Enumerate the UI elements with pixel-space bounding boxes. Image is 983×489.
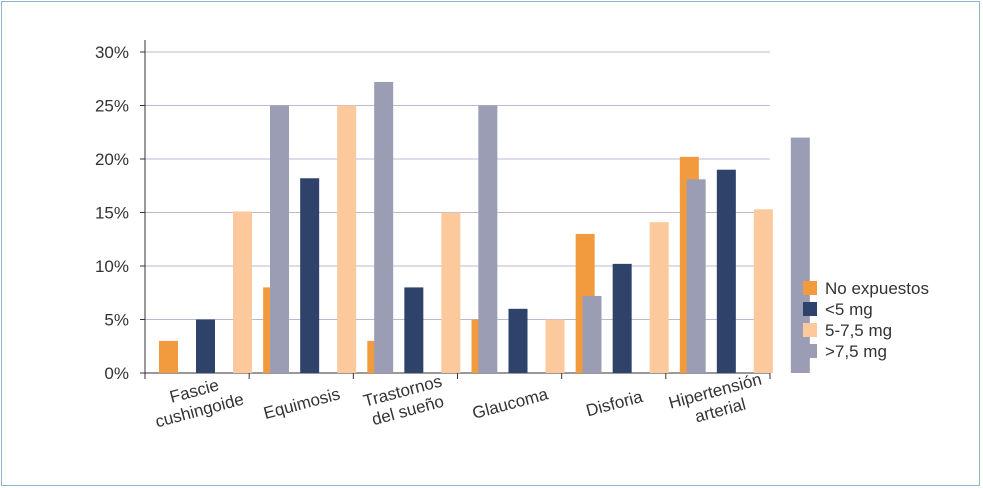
bar (686, 179, 706, 373)
bar (545, 319, 565, 373)
y-tick-label: 10% (95, 257, 129, 276)
legend-swatch (803, 281, 817, 295)
bar (649, 222, 669, 373)
legend-label: No expuestos (825, 279, 929, 298)
x-category-label: Disforia (584, 387, 645, 420)
bar (233, 211, 252, 373)
bar (337, 105, 357, 373)
y-tick-label: 25% (95, 97, 129, 116)
bar (300, 178, 320, 373)
bar (508, 308, 528, 373)
bar (790, 137, 810, 373)
y-tick-label: 0% (104, 364, 129, 383)
legend-label: >7,5 mg (825, 342, 887, 361)
bar (478, 105, 498, 373)
bar (612, 263, 632, 373)
x-category-label-line: Glaucoma (470, 384, 550, 423)
x-category-label: Trastornosdel sueño (361, 372, 449, 431)
y-tick-label: 30% (95, 43, 129, 62)
legend-swatch (803, 323, 817, 337)
bar (374, 81, 394, 374)
bar (159, 340, 178, 373)
bar (582, 295, 602, 373)
bar (716, 169, 736, 373)
legend-label: 5-7,5 mg (825, 321, 892, 340)
bar (753, 209, 773, 373)
legend-label: <5 mg (825, 300, 873, 319)
x-category-label: Fasciecushingoide (148, 370, 246, 431)
legend-swatch (803, 344, 817, 358)
x-category-label-line: Equimosis (261, 384, 342, 423)
bar (441, 212, 461, 373)
y-tick-label: 20% (95, 150, 129, 169)
y-tick-label: 5% (104, 311, 129, 330)
x-category-label: Hipertensiónarterial (667, 370, 769, 432)
x-category-label: Equimosis (261, 384, 342, 423)
bar (270, 105, 289, 373)
bar (404, 287, 424, 373)
legend-swatch (803, 302, 817, 316)
y-tick-label: 15% (95, 204, 129, 223)
x-category-label: Glaucoma (470, 384, 550, 423)
bar (196, 319, 215, 373)
x-category-label-line: Disforia (584, 387, 645, 420)
